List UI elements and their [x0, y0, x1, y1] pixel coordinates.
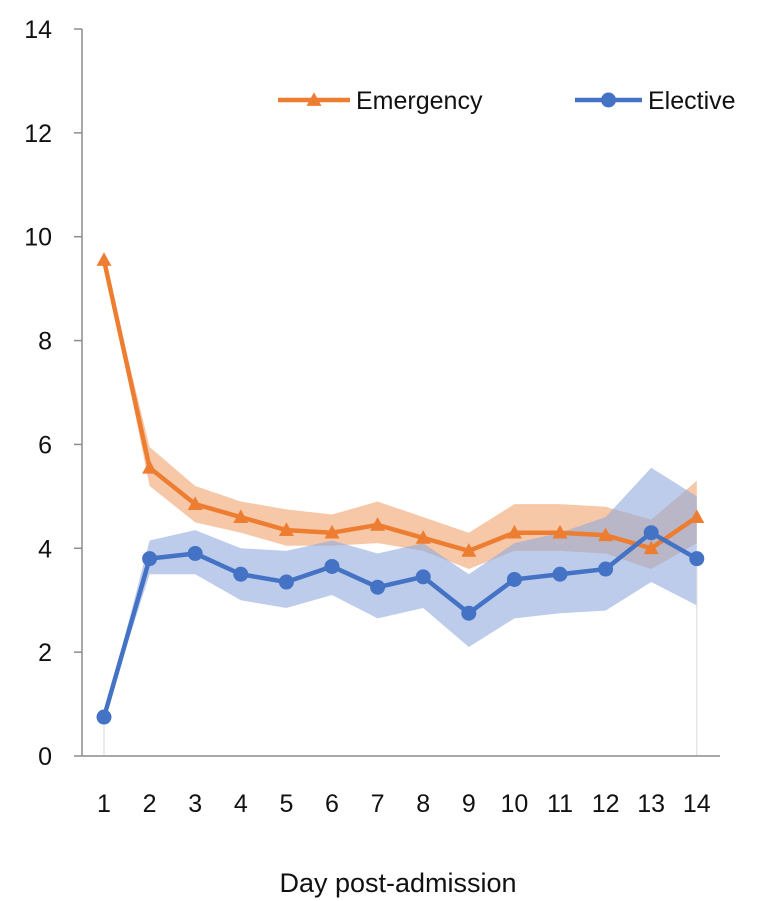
- legend: Emergency Elective: [278, 87, 736, 115]
- bands-layer: [104, 260, 697, 718]
- data-point-elective: [324, 558, 340, 574]
- x-tick-label: 1: [97, 790, 111, 818]
- x-tick-label: 10: [500, 790, 528, 818]
- data-point-emergency: [598, 527, 614, 542]
- data-point-elective: [415, 569, 431, 585]
- x-tick-label: 4: [234, 790, 248, 818]
- x-tick-label: 13: [637, 790, 665, 818]
- x-tick-label: 6: [325, 790, 339, 818]
- x-tick-label: 11: [547, 790, 573, 818]
- data-point-emergency: [233, 509, 249, 523]
- series-layer: [96, 252, 705, 725]
- data-point-emergency: [506, 524, 522, 539]
- data-point-elective: [552, 566, 568, 582]
- data-point-emergency: [461, 543, 477, 557]
- data-point-elective: [370, 579, 386, 595]
- legend-marker-emergency: [306, 92, 322, 106]
- data-point-elective: [461, 605, 477, 621]
- data-point-emergency: [96, 252, 112, 266]
- x-axis-title: Day post-admission: [279, 868, 516, 898]
- data-point-elective: [506, 571, 522, 587]
- x-tick-label: 8: [416, 790, 430, 818]
- data-point-elective: [233, 566, 249, 582]
- y-tick-label: 10: [24, 224, 52, 252]
- series-line-elective: [101, 530, 698, 718]
- x-tick-label: 14: [683, 790, 711, 818]
- data-point-emergency: [278, 522, 294, 536]
- y-tick-label: 12: [24, 120, 52, 148]
- x-tick-label: 9: [462, 790, 476, 818]
- legend-label-emergency: Emergency: [356, 87, 483, 115]
- series-line-emergency: [101, 259, 699, 554]
- data-point-emergency: [552, 524, 568, 539]
- x-tick-label: 7: [371, 790, 385, 818]
- y-tick-label: 2: [38, 639, 52, 667]
- data-point-emergency: [370, 517, 386, 531]
- y-tick-label: 4: [38, 535, 52, 563]
- data-point-emergency: [415, 530, 431, 544]
- data-point-elective: [598, 561, 614, 577]
- y-tick-label: 0: [38, 743, 52, 771]
- data-point-elective: [643, 525, 659, 541]
- x-tick-label: 5: [279, 790, 293, 818]
- data-point-emergency: [142, 459, 158, 474]
- data-point-elective: [96, 709, 112, 725]
- x-tick-label: 12: [592, 790, 620, 818]
- data-point-elective: [689, 551, 705, 567]
- legend-label-elective: Elective: [648, 87, 736, 115]
- data-point-elective: [278, 574, 294, 590]
- x-tick-label: 3: [188, 790, 202, 818]
- data-point-emergency: [689, 509, 705, 523]
- data-point-emergency: [187, 496, 203, 510]
- y-tick-label: 8: [38, 328, 52, 356]
- data-point-emergency: [324, 524, 340, 539]
- data-point-elective: [142, 551, 158, 567]
- y-tick-label: 6: [38, 431, 52, 459]
- data-point-emergency: [643, 540, 659, 555]
- y-tick-label: 14: [24, 16, 52, 44]
- x-tick-label: 2: [143, 790, 157, 818]
- data-point-elective: [187, 545, 203, 561]
- legend-marker-elective: [601, 92, 616, 108]
- confidence-band-elective: [104, 467, 697, 718]
